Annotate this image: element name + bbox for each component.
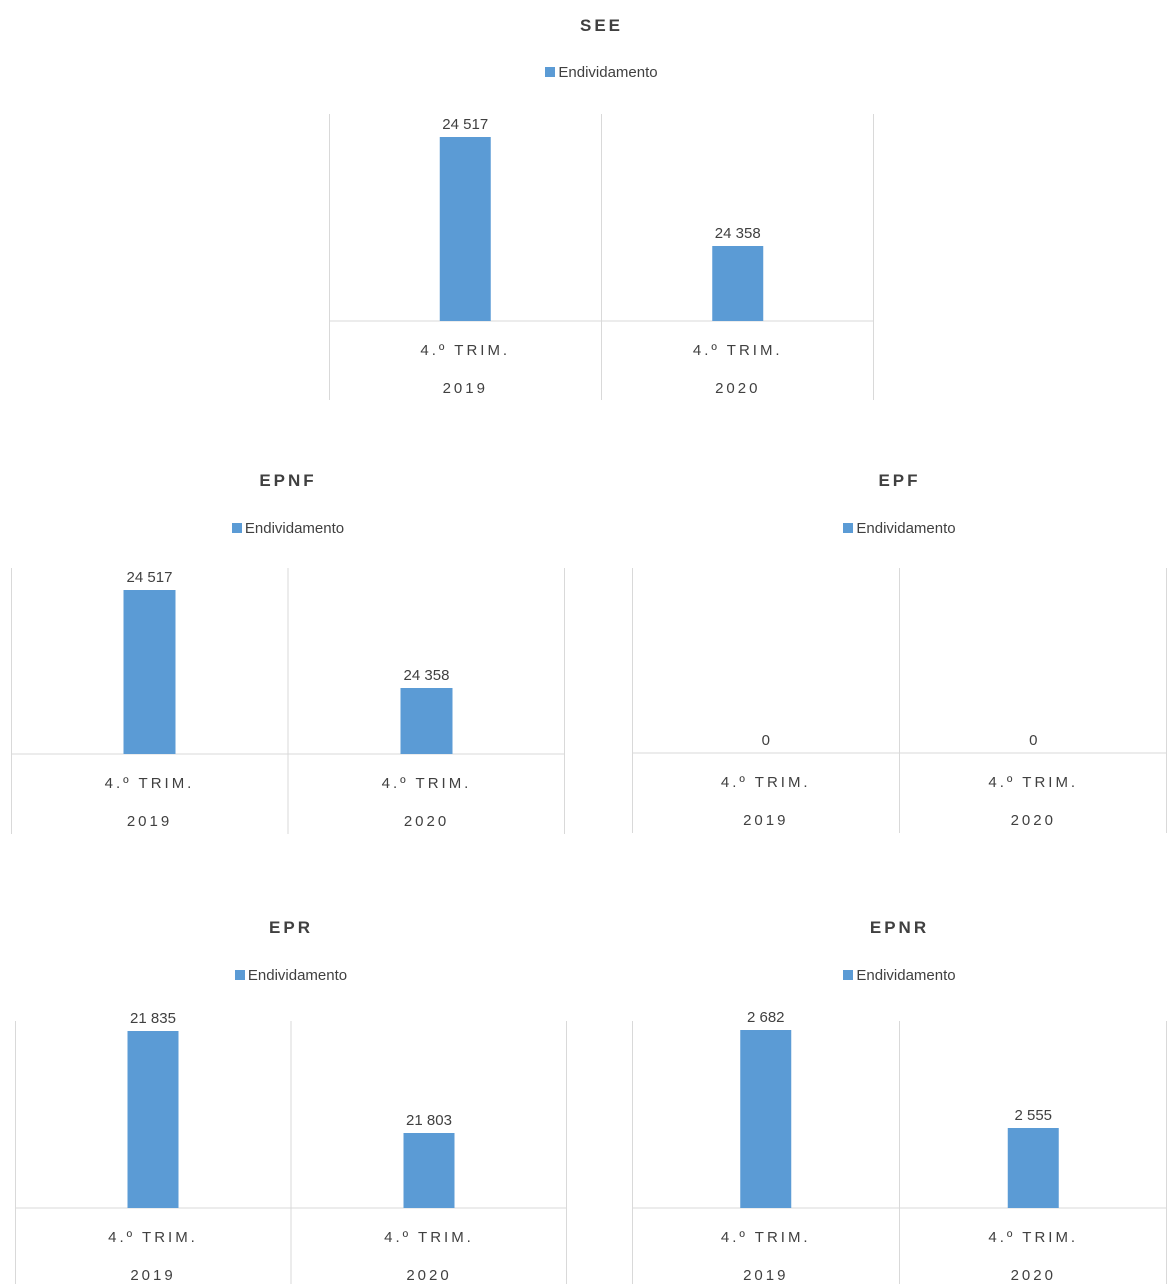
legend: Endividamento — [329, 64, 874, 81]
chart-epr: EPR Endividamento 21 835 4.º TRIM. 2019 21 … — [15, 902, 567, 1284]
chart-epf: EPF Endividamento 0 4.º TRIM. 2019 0 4.º TRI… — [632, 455, 1167, 840]
bar — [439, 137, 491, 321]
category-label: 4.º TRIM. — [384, 1229, 474, 1246]
category-label: 4.º TRIM. — [105, 775, 195, 792]
data-label: 21 835 — [130, 1010, 176, 1027]
category-year-label: 2020 — [1011, 1267, 1056, 1284]
chart-plot: 24 517 4.º TRIM. 2019 24 358 4.º TRIM. 2020 — [11, 568, 565, 834]
chart-plot: 0 4.º TRIM. 2019 0 4.º TRIM. 2020 — [632, 568, 1167, 833]
category-label: 4.º TRIM. — [988, 774, 1078, 791]
legend-swatch — [231, 523, 242, 533]
data-label: 24 517 — [442, 116, 488, 133]
data-label: 24 517 — [127, 569, 173, 586]
category-year-label: 2020 — [404, 813, 449, 830]
category-year-label: 2020 — [406, 1267, 451, 1284]
legend-label: Endividamento — [558, 64, 658, 81]
legend-label: Endividamento — [247, 967, 348, 984]
chart-plot: 21 835 4.º TRIM. 2019 21 803 4.º TRIM. 2020 — [15, 1010, 567, 1284]
bar — [400, 688, 453, 754]
data-label: 0 — [1029, 732, 1037, 749]
legend: Endividamento — [632, 520, 1167, 537]
bar — [1007, 1128, 1059, 1208]
category-label: 4.º TRIM. — [721, 1229, 811, 1246]
bar — [740, 1030, 792, 1208]
category-label: 4.º TRIM. — [108, 1229, 198, 1246]
data-label: 24 358 — [404, 667, 450, 684]
data-label: 21 803 — [406, 1112, 452, 1129]
legend-label: Endividamento — [856, 967, 956, 984]
category-year-label: 2020 — [1011, 812, 1056, 829]
chart-plot: 2 682 4.º TRIM. 2019 2 555 4.º TRIM. 2020 — [632, 1009, 1167, 1284]
chart-title: EPR — [269, 918, 313, 937]
legend-swatch — [843, 970, 854, 980]
category-year-label: 2020 — [715, 380, 760, 397]
bar — [123, 590, 176, 754]
chart-epnr: EPNR Endividamento 2 682 4.º TRIM. 2019 2 5… — [632, 902, 1167, 1284]
category-label: 4.º TRIM. — [693, 342, 783, 359]
chart-title: SEE — [579, 16, 624, 35]
legend: Endividamento — [632, 967, 1167, 984]
bar — [712, 246, 764, 321]
category-year-label: 2019 — [127, 813, 172, 830]
category-year-label: 2019 — [130, 1267, 175, 1284]
category-label: 4.º TRIM. — [988, 1229, 1078, 1246]
category-label: 4.º TRIM. — [382, 775, 472, 792]
legend: Endividamento — [11, 520, 565, 537]
chart-title: EPNF — [259, 471, 317, 490]
data-label: 2 682 — [747, 1009, 785, 1026]
bar — [127, 1031, 179, 1208]
chart-title: EPF — [878, 471, 921, 490]
chart-plot: 24 517 4.º TRIM. 2019 24 358 4.º TRIM. 2020 — [329, 114, 874, 400]
legend-swatch — [843, 523, 854, 533]
data-label: 2 555 — [1014, 1107, 1052, 1124]
bar — [403, 1133, 455, 1208]
category-label: 4.º TRIM. — [721, 774, 811, 791]
legend-swatch — [545, 67, 556, 77]
legend-swatch — [234, 970, 245, 980]
data-label: 24 358 — [715, 225, 761, 242]
legend-label: Endividamento — [856, 520, 956, 537]
chart-title: EPNR — [869, 918, 930, 937]
chart-see: SEE Endividamento 24 517 4.º TRIM. 2019 24 … — [329, 0, 874, 410]
category-label: 4.º TRIM. — [420, 342, 510, 359]
category-year-label: 2019 — [743, 1267, 788, 1284]
category-year-label: 2019 — [443, 380, 488, 397]
chart-epnf: EPNF Endividamento 24 517 4.º TRIM. 2019 24… — [11, 455, 565, 840]
data-label: 0 — [762, 732, 770, 749]
legend-label: Endividamento — [244, 520, 345, 537]
category-year-label: 2019 — [743, 812, 788, 829]
legend: Endividamento — [15, 967, 567, 984]
